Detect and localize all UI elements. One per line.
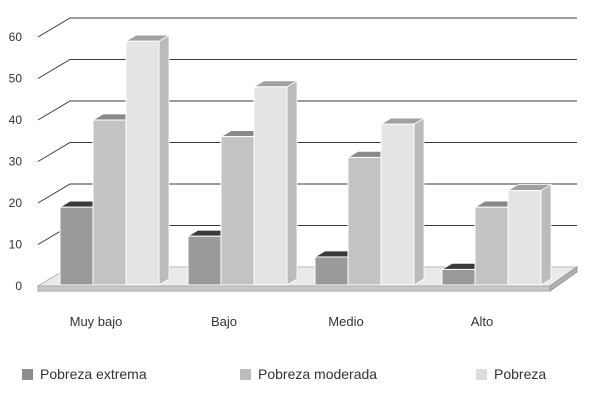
bar-front <box>347 156 382 286</box>
legend: Pobreza extrema Pobreza moderada Pobreza <box>0 366 591 390</box>
floor-side <box>549 266 578 292</box>
gridline <box>37 17 577 38</box>
x-category-label: Bajo <box>211 314 237 329</box>
bar-side <box>158 34 170 286</box>
gridlines <box>37 17 577 287</box>
bar <box>506 183 553 286</box>
bar <box>124 34 171 286</box>
legend-swatch-pobreza <box>476 368 487 380</box>
y-tick-label: 60 <box>9 30 23 44</box>
y-tick-label: 20 <box>9 196 23 210</box>
bar-front <box>187 235 222 286</box>
x-category-label: Alto <box>471 314 493 329</box>
bars <box>58 34 553 286</box>
gridline <box>37 100 577 121</box>
x-axis-labels: Muy bajo Bajo Medio Alto <box>70 314 494 329</box>
bar-front <box>441 268 476 286</box>
bar-front <box>220 136 255 286</box>
y-tick-label: 10 <box>9 238 23 252</box>
bar-front <box>253 86 288 286</box>
legend-label-pobreza: Pobreza <box>494 366 547 382</box>
legend-item-pobreza: Pobreza <box>476 366 546 382</box>
y-tick-label: 30 <box>9 155 23 169</box>
bar-front <box>314 256 349 286</box>
x-category-label: Muy bajo <box>70 314 123 329</box>
legend-swatch-moderada <box>240 368 251 380</box>
legend-label-extrema: Pobreza extrema <box>40 366 147 382</box>
bar-front <box>59 206 94 286</box>
bar-side <box>286 80 298 286</box>
x-category-label: Medio <box>328 314 363 329</box>
bar-front <box>474 206 509 286</box>
bar-front <box>125 40 160 286</box>
legend-item-extrema: Pobreza extrema <box>22 366 147 382</box>
legend-item-moderada: Pobreza moderada <box>240 366 377 382</box>
bar-side <box>540 183 552 286</box>
legend-label-moderada: Pobreza moderada <box>258 366 378 382</box>
bar-front <box>507 190 542 286</box>
gridline <box>37 59 577 79</box>
floor-front <box>37 285 551 292</box>
bar <box>252 80 299 286</box>
bar-front <box>380 123 415 286</box>
legend-swatch-extrema <box>22 368 33 380</box>
bar-front <box>92 119 127 286</box>
y-tick-label: 50 <box>9 72 23 86</box>
y-axis-ticks: 0 10 20 30 40 50 60 <box>9 30 23 293</box>
y-tick-label: 40 <box>9 113 23 127</box>
bar <box>379 117 426 286</box>
y-tick-label: 0 <box>15 279 22 293</box>
bar-side <box>413 117 425 286</box>
